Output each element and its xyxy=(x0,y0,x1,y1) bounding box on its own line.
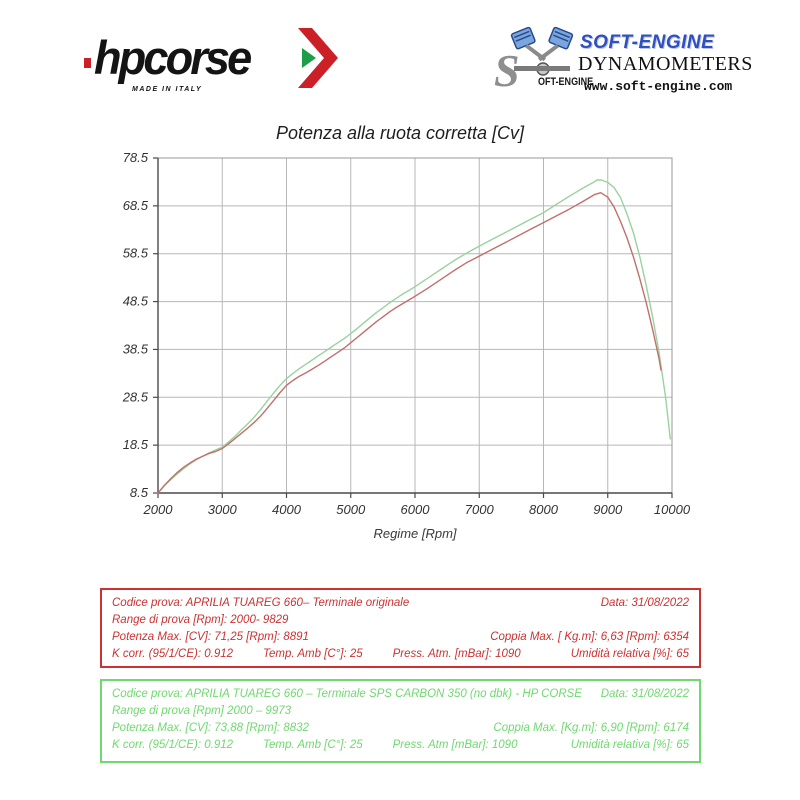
press-atm-sps: Press. Atm [mBar]: 1090 xyxy=(392,739,518,751)
svg-text:38.5: 38.5 xyxy=(123,341,149,356)
umidita-original: Umidità relativa [%]: 65 xyxy=(570,648,689,660)
data-sps: Data: 31/08/2022 xyxy=(600,688,689,700)
softengine-url: www.soft-engine.com xyxy=(584,79,733,94)
k-corr-sps: K corr. (95/1/CE): 0.912 xyxy=(112,739,234,751)
coppia-max-sps: Coppia Max. [Kg.m]: 6,90 [Rpm]: 6174 xyxy=(493,722,689,734)
codice-prova-original: Codice prova: APRILIA TUAREG 660– Termin… xyxy=(112,597,410,609)
softengine-logo: S OFT-ENGINE SOFT-ENGINE DYNAMOMETERS ww… xyxy=(494,24,752,106)
range-prova-original: Range di prova [Rpm]: 2000- 9829 xyxy=(112,614,289,626)
svg-text:5000: 5000 xyxy=(336,502,366,517)
svg-text:4000: 4000 xyxy=(272,502,302,517)
k-corr-original: K corr. (95/1/CE): 0.912 xyxy=(112,648,234,660)
svg-text:Regime [Rpm]: Regime [Rpm] xyxy=(373,526,456,541)
info-box-sps-carbon-exhaust: Codice prova: APRILIA TUAREG 660 – Termi… xyxy=(100,679,701,763)
svg-text:7000: 7000 xyxy=(465,502,495,517)
svg-text:6000: 6000 xyxy=(401,502,431,517)
softengine-s-glyph: S xyxy=(494,45,520,96)
softengine-s-bar xyxy=(514,66,570,71)
coppia-max-original: Coppia Max. [ Kg.m]: 6,63 [Rpm]: 6354 xyxy=(490,631,689,643)
chart-title: Potenza alla ruota corretta [Cv] xyxy=(275,123,525,143)
softengine-dynamometers: DYNAMOMETERS xyxy=(578,53,753,75)
svg-text:3000: 3000 xyxy=(208,502,238,517)
info-box-original-exhaust: Codice prova: APRILIA TUAREG 660– Termin… xyxy=(100,588,701,668)
press-atm-original: Press. Atm. [mBar]: 1090 xyxy=(392,648,521,660)
softengine-brand: SOFT-ENGINE xyxy=(580,32,715,53)
power-curve-chart: 2000 3000 4000 5000 6000 7000 8000 9000 10000 8.5… xyxy=(122,150,691,541)
umidita-sps: Umidità relativa [%]: 65 xyxy=(570,739,689,751)
svg-text:18.5: 18.5 xyxy=(123,437,149,452)
svg-text:8.5: 8.5 xyxy=(130,485,149,500)
data-original: Data: 31/08/2022 xyxy=(600,597,689,609)
svg-text:2000: 2000 xyxy=(143,502,174,517)
temp-amb-sps: Temp. Amb [C°]: 25 xyxy=(263,739,363,751)
codice-prova-sps: Codice prova: APRILIA TUAREG 660 – Termi… xyxy=(112,688,582,700)
svg-text:8000: 8000 xyxy=(529,502,559,517)
potenza-max-original: Potenza Max. [CV]: 71,25 [Rpm]: 8891 xyxy=(112,631,309,643)
hpcorse-wordmark: hpcorse xyxy=(94,31,252,84)
curve-original xyxy=(157,192,662,494)
potenza-max-sps: Potenza Max. [CV]: 73,88 [Rpm]: 8832 xyxy=(112,722,309,734)
svg-text:10000: 10000 xyxy=(654,502,691,517)
curve-sps-carbon xyxy=(157,179,671,494)
svg-text:9000: 9000 xyxy=(593,502,623,517)
hpcorse-logo: hpcorse MADE IN ITALY xyxy=(80,22,340,107)
svg-text:28.5: 28.5 xyxy=(122,389,149,404)
hpcorse-arrow-icon xyxy=(298,28,338,88)
hpcorse-red-square-icon xyxy=(84,58,91,68)
temp-amb-original: Temp. Amb [C°]: 25 xyxy=(263,648,363,660)
svg-text:48.5: 48.5 xyxy=(123,294,149,309)
range-prova-sps: Range di prova [Rpm] 2000 – 9973 xyxy=(112,705,292,717)
svg-text:68.5: 68.5 xyxy=(123,198,149,213)
softengine-oft-engine-text: OFT-ENGINE xyxy=(538,76,594,88)
svg-text:58.5: 58.5 xyxy=(123,246,149,261)
svg-text:78.5: 78.5 xyxy=(123,150,149,165)
hpcorse-made-in-italy: MADE IN ITALY xyxy=(132,86,203,93)
